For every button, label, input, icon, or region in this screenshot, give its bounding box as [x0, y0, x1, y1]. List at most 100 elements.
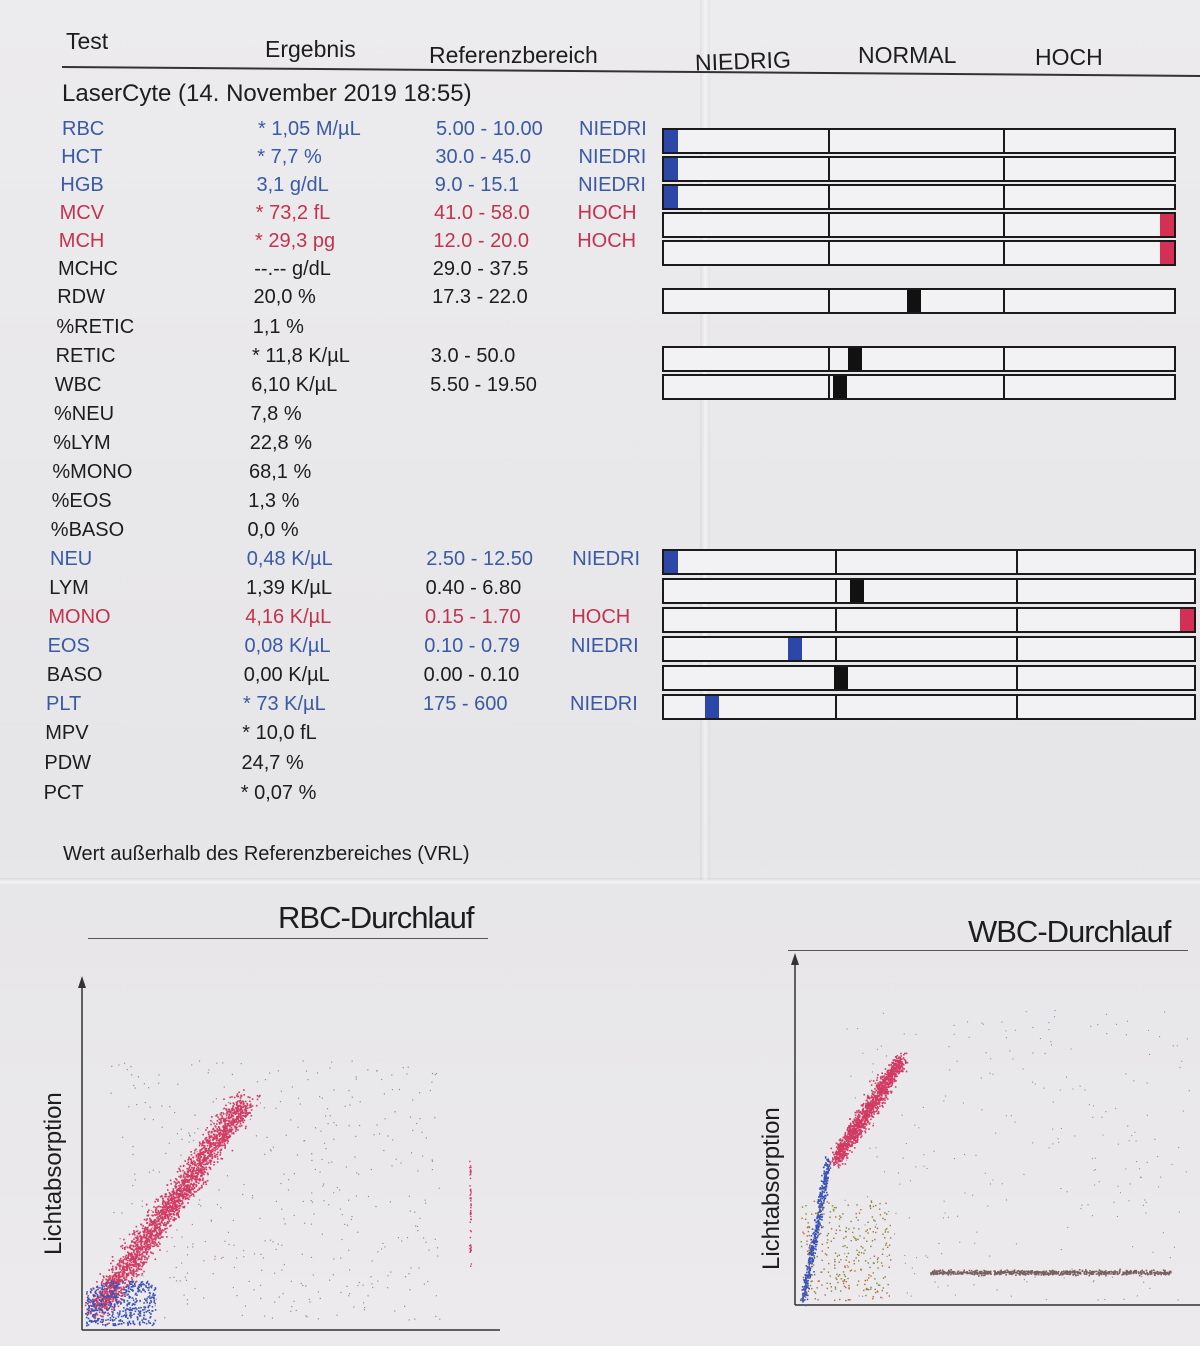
scatter-points [81, 1010, 1190, 1327]
range-bar-divider [828, 376, 831, 398]
reference-range: 5.00 - 10.00 [436, 118, 543, 140]
flag-label: NIEDRI [578, 146, 647, 168]
test-name: RETIC [55, 345, 116, 367]
test-result: 7,8 % [250, 403, 302, 425]
flag-label: NIEDRI [570, 635, 639, 657]
col-header-high: HOCH [1035, 44, 1103, 70]
test-name: LYM [49, 577, 89, 599]
wbc-title-rule [788, 950, 1188, 951]
test-result: * 1,05 M/µL [258, 118, 361, 140]
test-name: HCT [61, 146, 103, 168]
test-result: 68,1 % [249, 461, 312, 483]
test-name: BASO [46, 664, 103, 686]
range-bar-divider [828, 348, 831, 370]
flag-label: HOCH [577, 202, 637, 224]
test-result: 0,08 K/µL [244, 635, 331, 657]
wbc-plot-title: WBC-Durchlauf [968, 914, 1171, 949]
range-bar [662, 240, 1176, 266]
range-bar [662, 578, 1196, 604]
range-bar [662, 288, 1176, 314]
range-bar [662, 128, 1176, 154]
range-bar-divider [1003, 186, 1006, 208]
range-bar-marker [834, 667, 849, 689]
test-result: 20,0 % [253, 286, 316, 308]
range-bar-marker [787, 638, 802, 660]
range-bar-marker [832, 376, 847, 398]
test-result: * 73,2 fL [255, 202, 331, 224]
range-bar-marker [1160, 242, 1174, 264]
reference-range: 41.0 - 58.0 [434, 202, 530, 224]
test-result: 3,1 g/dL [256, 174, 329, 196]
rbc-plot-title: RBC-Durchlauf [278, 900, 474, 935]
test-name: MCV [59, 202, 105, 224]
reference-range: 12.0 - 20.0 [433, 230, 530, 252]
range-bar [662, 694, 1196, 720]
reference-range: 29.0 - 37.5 [432, 258, 529, 280]
test-result: 24,7 % [241, 752, 304, 774]
test-name: %EOS [51, 490, 112, 512]
flag-label: HOCH [571, 606, 631, 628]
test-name: PCT [43, 782, 84, 804]
reference-range: 175 - 600 [423, 693, 508, 715]
range-bar-divider [1003, 290, 1006, 312]
reference-range: 3.0 - 50.0 [430, 345, 516, 367]
range-bar-divider [828, 130, 831, 152]
range-bar-divider [1016, 551, 1019, 573]
test-name: MCH [58, 230, 105, 252]
range-bar-divider [1016, 580, 1019, 602]
test-result: * 73 K/µL [243, 693, 326, 715]
range-bar [662, 156, 1176, 182]
footnote: Wert außerhalb des Referenzbereiches (VR… [63, 843, 470, 865]
test-name: %LYM [53, 432, 111, 454]
reference-range: 30.0 - 45.0 [435, 146, 531, 168]
range-bar [662, 665, 1196, 691]
range-bar-divider [834, 609, 837, 631]
range-bar-divider [1003, 158, 1006, 180]
test-result: * 11,8 K/µL [252, 345, 350, 367]
col-header-test: Test [66, 28, 109, 54]
test-name: PDW [44, 752, 92, 774]
test-result: --.-- g/dL [254, 258, 331, 280]
test-result: 1,39 K/µL [246, 577, 333, 599]
test-result: 22,8 % [249, 432, 313, 454]
reference-range: 0.10 - 0.79 [424, 635, 520, 657]
rbc-title-rule [88, 938, 488, 939]
range-bar [662, 607, 1196, 633]
rbc-axis-arrow [78, 976, 86, 988]
test-name: HGB [60, 174, 104, 196]
range-bar-marker [664, 551, 678, 573]
range-bar-marker [907, 290, 922, 312]
test-name: EOS [47, 635, 90, 657]
range-bar-divider [828, 186, 831, 208]
range-bar-marker [1180, 609, 1194, 631]
range-bar-marker [705, 696, 720, 718]
reference-range: 9.0 - 15.1 [434, 174, 520, 196]
range-bar-divider [1003, 376, 1006, 398]
reference-range: 17.3 - 22.0 [432, 286, 528, 308]
test-name: %MONO [52, 461, 133, 483]
test-result: 4,16 K/µL [245, 606, 332, 628]
test-name: MONO [48, 606, 111, 628]
range-bar-divider [1003, 348, 1006, 370]
range-bar-divider [834, 696, 837, 718]
test-result: 1,1 % [252, 316, 304, 338]
test-result: * 7,7 % [257, 146, 322, 168]
range-bar-divider [1003, 242, 1006, 264]
test-result: 0,48 K/µL [246, 548, 333, 570]
range-bar-divider [828, 242, 831, 264]
test-name: WBC [54, 374, 102, 396]
test-name: PLT [46, 693, 82, 715]
range-bar-divider [828, 158, 831, 180]
range-bar-divider [828, 290, 831, 312]
reference-range: 0.15 - 1.70 [424, 606, 521, 628]
reference-range: 2.50 - 12.50 [426, 548, 533, 570]
flag-label: HOCH [577, 230, 637, 252]
flag-label: NIEDRI [570, 693, 638, 715]
test-result: 6,10 K/µL [251, 374, 338, 396]
range-bar-divider [828, 214, 831, 236]
range-bar-divider [1016, 667, 1019, 689]
range-bar-marker [849, 580, 864, 602]
range-bar-marker [664, 130, 678, 152]
paper-fold-vertical [700, 0, 710, 880]
